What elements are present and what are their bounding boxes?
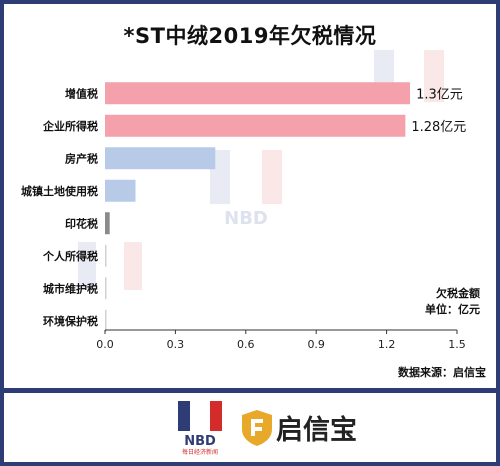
bar xyxy=(105,82,411,105)
category-label: 城镇土地使用税 xyxy=(21,184,98,198)
x-tick-label: 1.2 xyxy=(378,338,396,351)
bar xyxy=(105,244,107,267)
bar xyxy=(105,277,107,300)
qixinbao-shield-icon xyxy=(242,410,272,446)
bar xyxy=(105,114,406,137)
x-tick-label: 0.0 xyxy=(96,338,114,351)
x-tick-label: 0.9 xyxy=(307,338,325,351)
nbd-logo-icon: NBD 每日经济新闻 xyxy=(178,401,222,456)
footer: NBD 每日经济新闻 启信宝 xyxy=(4,393,496,462)
nbd-watermark-icon xyxy=(78,242,142,290)
x-tick-label: 0.6 xyxy=(237,338,255,351)
bar xyxy=(105,147,216,170)
nbd-watermark-icon: NBD xyxy=(210,150,282,229)
data-label: 1.28亿元 xyxy=(411,120,466,135)
data-source: 数据来源：启信宝 xyxy=(398,366,486,379)
category-label: 房产税 xyxy=(65,151,98,165)
category-label: 增值税 xyxy=(65,86,98,100)
category-label: 个人所得税 xyxy=(42,249,98,263)
bar xyxy=(105,309,107,332)
qixinbao-brand-name: 启信宝 xyxy=(276,415,357,446)
bar xyxy=(105,212,110,235)
x-tick-label: 1.5 xyxy=(448,338,466,351)
category-label: 环境保护税 xyxy=(43,314,98,328)
footer-divider xyxy=(4,388,496,393)
category-label: 城市维护税 xyxy=(43,281,98,295)
legend-note-line-1: 欠税金额 xyxy=(436,287,480,300)
nbd-logo-text: NBD xyxy=(184,434,216,449)
category-label: 印花税 xyxy=(65,216,98,230)
chart-title: *ST中绒2019年欠税情况 xyxy=(123,24,377,48)
nbd-logo-subtext: 每日经济新闻 xyxy=(182,448,218,456)
legend-note-line-2: 单位：亿元 xyxy=(425,303,480,316)
x-tick-label: 0.3 xyxy=(167,338,185,351)
category-label: 企业所得税 xyxy=(42,119,98,133)
data-label: 1.3亿元 xyxy=(416,87,463,102)
nbd-watermark-mid: NBD xyxy=(196,140,296,240)
svg-text:NBD: NBD xyxy=(224,208,268,229)
nbd-watermark-left xyxy=(70,234,150,318)
bar xyxy=(105,179,136,202)
legend-note: 欠税金额 单位：亿元 xyxy=(425,286,480,318)
